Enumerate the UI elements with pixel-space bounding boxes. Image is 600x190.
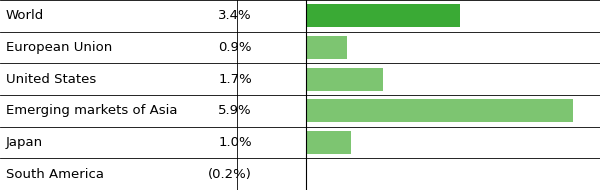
Bar <box>306 131 351 154</box>
Text: 0.9%: 0.9% <box>218 41 252 54</box>
Text: 1.7%: 1.7% <box>218 73 252 86</box>
Bar <box>306 4 460 27</box>
Text: South America: South America <box>6 168 104 181</box>
Text: 5.9%: 5.9% <box>218 104 252 117</box>
Text: Emerging markets of Asia: Emerging markets of Asia <box>6 104 178 117</box>
Text: (0.2%): (0.2%) <box>208 168 252 181</box>
Bar <box>306 99 573 122</box>
Text: Japan: Japan <box>6 136 43 149</box>
Text: 3.4%: 3.4% <box>218 9 252 22</box>
Bar <box>306 36 347 59</box>
Text: European Union: European Union <box>6 41 112 54</box>
Text: 1.0%: 1.0% <box>218 136 252 149</box>
Text: World: World <box>6 9 44 22</box>
Text: United States: United States <box>6 73 96 86</box>
Bar <box>306 68 383 91</box>
